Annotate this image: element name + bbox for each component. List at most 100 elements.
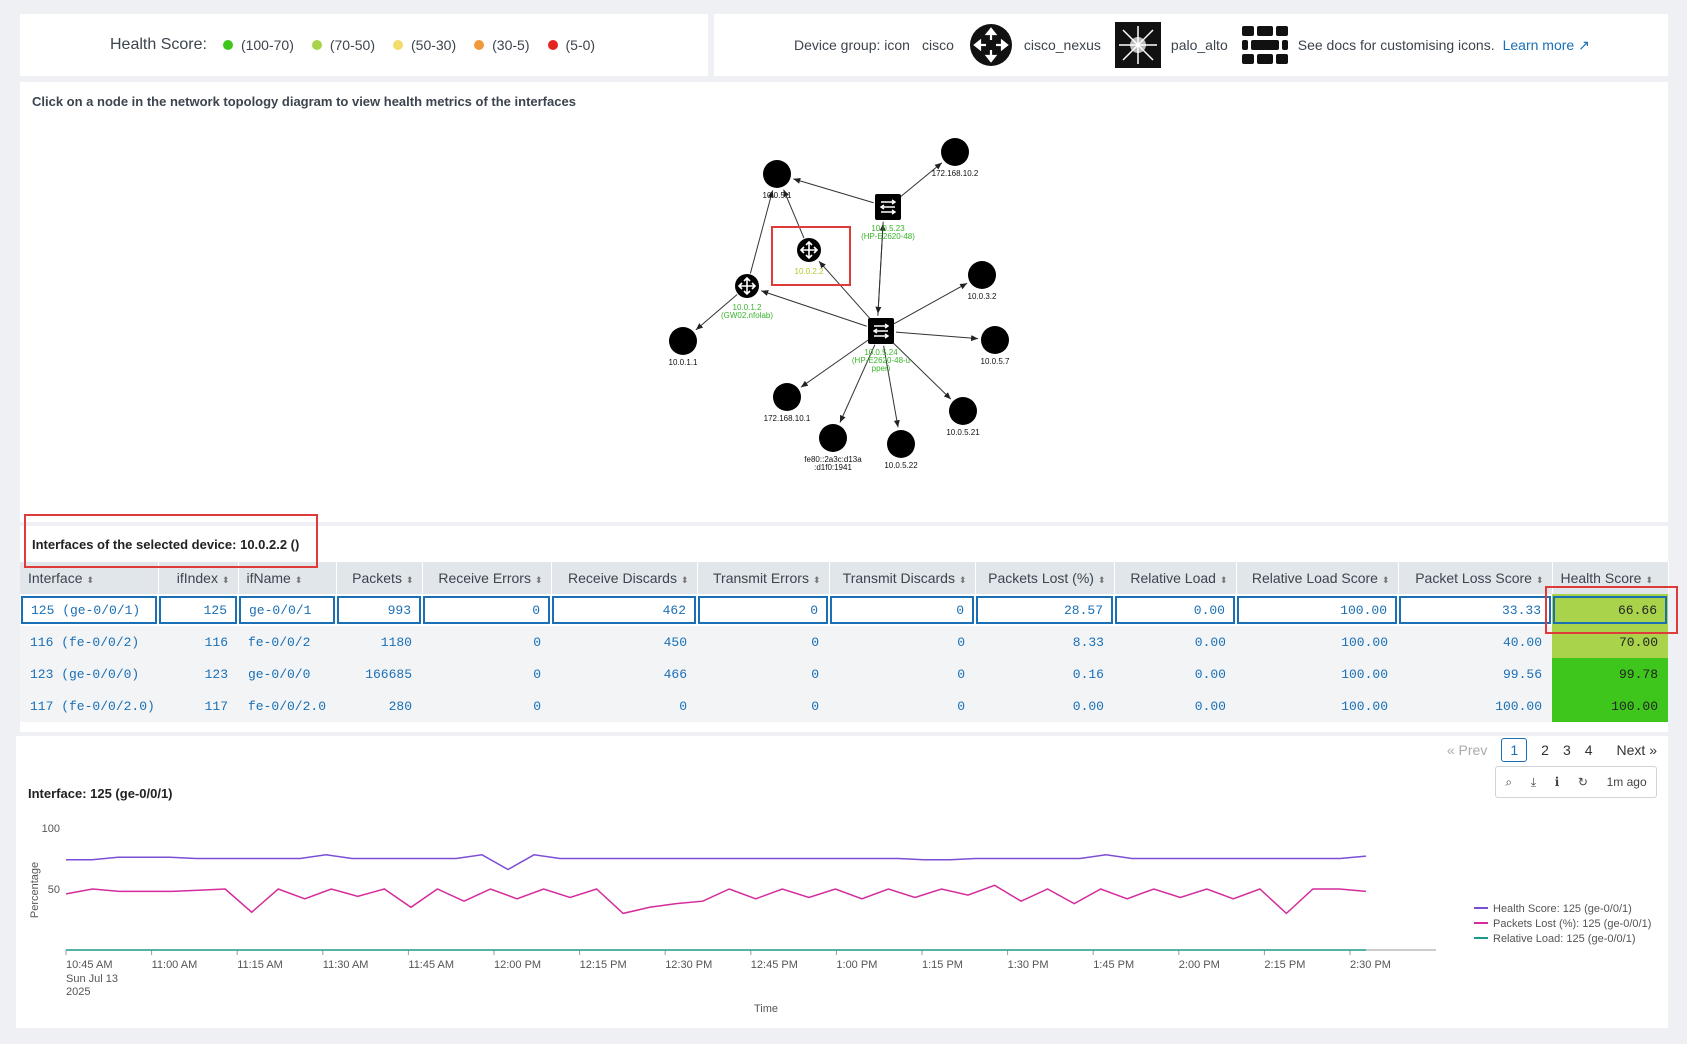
column-header[interactable]: Receive Errors ⬍ [422, 562, 552, 594]
sort-icon[interactable]: ⬍ [534, 575, 543, 585]
table-cell: ge-0/0/0 [238, 658, 336, 690]
refresh-icon[interactable]: ↻ [1577, 775, 1588, 789]
topology-edge [899, 162, 943, 198]
column-label: Packets [352, 570, 402, 586]
learn-more-link[interactable]: Learn more ↗ [1503, 37, 1590, 54]
sort-icon[interactable]: ⬍ [958, 575, 967, 585]
node-label: 10.0.1.1 [669, 358, 698, 367]
sort-icon[interactable]: ⬍ [1381, 575, 1390, 585]
topology-panel: Click on a node in the network topology … [20, 82, 1668, 522]
legend-dot [547, 40, 558, 50]
table-cell: 0 [422, 690, 551, 722]
table-row[interactable]: 123 (ge-0/0/0) 123 ge-0/0/0 166685 0 466 0 0 0.1… [20, 658, 1668, 690]
table-cell: 99.56 [1398, 658, 1552, 690]
table-cell: 0 [829, 658, 975, 690]
sort-icon[interactable]: ⬍ [1535, 575, 1544, 585]
column-label: Relative Load Score [1251, 570, 1378, 586]
topology-node-host[interactable] [941, 138, 969, 166]
topology-node-host[interactable] [669, 327, 697, 355]
table-row[interactable]: 125 (ge-0/0/1) 125 ge-0/0/1 993 0 462 0 0 28.57 0… [20, 594, 1668, 626]
table-cell: 0.16 [975, 658, 1114, 690]
column-header[interactable]: Health Score ⬍ [1552, 562, 1669, 594]
table-cell: 0 [697, 690, 829, 722]
table-cell: 0 [697, 594, 829, 626]
column-label: Receive Errors [438, 570, 531, 586]
column-label: Relative Load [1130, 570, 1216, 586]
legend-dot [474, 40, 485, 50]
page-button-2[interactable]: 2 [1541, 742, 1549, 758]
legend-item: (5-0) [547, 37, 595, 53]
column-header[interactable]: Relative Load Score ⬍ [1236, 562, 1399, 594]
topology-node-host[interactable] [981, 326, 1009, 354]
table-cell: 99.78 [1552, 658, 1668, 690]
column-label: Receive Discards [568, 570, 677, 586]
table-row[interactable]: 117 (fe-0/0/2.0) 117 fe-0/0/2.0 280 0 0 0 0 0.00… [20, 690, 1668, 722]
column-header[interactable]: Relative Load ⬍ [1114, 562, 1237, 594]
page-button-1[interactable]: 1 [1501, 738, 1528, 762]
table-cell: fe-0/0/2.0 [238, 690, 336, 722]
column-label: Packets Lost (%) [988, 570, 1094, 586]
topology-diagram[interactable]: 172.168.10.210.0.5.110.0.5.23(HP-E2620-4… [20, 82, 1668, 522]
page-button-4[interactable]: 4 [1584, 742, 1593, 758]
table-cell: 0 [422, 626, 551, 658]
table-cell: 125 [158, 594, 238, 626]
table-cell: 1180 [336, 626, 422, 658]
search-icon[interactable]: ⌕ [1505, 774, 1513, 789]
topology-edge [749, 190, 774, 274]
table-cell: 123 [158, 658, 238, 690]
column-header[interactable]: Transmit Errors ⬍ [697, 562, 830, 594]
nexus-switch-icon [1114, 22, 1161, 68]
topology-node-router[interactable] [735, 274, 759, 298]
table-cell: 8.33 [975, 626, 1114, 658]
column-header[interactable]: Packets ⬍ [336, 562, 423, 594]
topology-node-switch[interactable] [875, 194, 901, 220]
table-cell: 100.00 [1552, 690, 1668, 722]
node-label: (HP-E2620-48) [861, 232, 915, 241]
topology-node-host[interactable] [819, 424, 847, 452]
pagination: « Prev 1 2 3 4 Next » [1433, 738, 1657, 762]
legend-title: Health Score: [110, 36, 207, 53]
topology-node-router[interactable] [797, 238, 821, 262]
table-row[interactable]: 116 (fe-0/0/2) 116 fe-0/0/2 1180 0 450 0 0 8.33 0… [20, 626, 1668, 658]
sort-icon[interactable]: ⬍ [680, 575, 689, 585]
table-cell: 280 [336, 690, 422, 722]
legend-label: (100-70) [240, 37, 294, 53]
column-header[interactable]: Packet Loss Score ⬍ [1398, 562, 1553, 594]
table-cell: 0 [829, 690, 975, 722]
page-button-3[interactable]: 3 [1562, 742, 1571, 758]
topology-node-host[interactable] [887, 430, 915, 458]
next-page-button[interactable]: Next » [1616, 742, 1657, 758]
group-label-cisco: cisco [921, 37, 954, 53]
table-cell: 0 [829, 626, 975, 658]
topology-edge [893, 282, 968, 325]
sort-icon[interactable]: ⬍ [1219, 575, 1228, 585]
table-cell: 450 [551, 626, 697, 658]
download-icon[interactable]: ⤓ [1530, 774, 1537, 789]
legend-label: (70-50) [329, 37, 375, 53]
sort-icon[interactable]: ⬍ [1097, 575, 1106, 585]
column-header[interactable]: Receive Discards ⬍ [551, 562, 698, 594]
sort-icon[interactable]: ⬍ [86, 575, 95, 585]
panel-toolbar: ⌕ ⤓ i ↻ 1m ago [1495, 766, 1657, 798]
sort-icon[interactable]: ⬍ [405, 575, 414, 585]
topology-node-host[interactable] [763, 160, 791, 188]
sort-icon[interactable]: ⬍ [221, 575, 230, 585]
column-header[interactable]: Transmit Discards ⬍ [829, 562, 976, 594]
node-label: 10.0.1.2 [733, 303, 762, 312]
topology-node-host[interactable] [949, 397, 977, 425]
column-header[interactable]: Packets Lost (%) ⬍ [975, 562, 1115, 594]
topology-node-switch[interactable] [868, 318, 894, 344]
table-cell: 0 [551, 690, 697, 722]
topology-node-host[interactable] [773, 383, 801, 411]
table-cell: 100.00 [1236, 690, 1398, 722]
table-cell: 100.00 [1236, 626, 1398, 658]
table-cell: 0.00 [975, 690, 1114, 722]
prev-page-button[interactable]: « Prev [1446, 742, 1488, 758]
table-cell: 70.00 [1552, 626, 1668, 658]
topology-node-host[interactable] [968, 261, 996, 289]
sort-icon[interactable]: ⬍ [812, 575, 821, 585]
sort-icon[interactable]: ⬍ [294, 575, 303, 585]
table-cell: fe-0/0/2 [238, 626, 336, 658]
info-icon[interactable]: i [1554, 775, 1560, 789]
sort-icon[interactable]: ⬍ [1645, 575, 1653, 585]
